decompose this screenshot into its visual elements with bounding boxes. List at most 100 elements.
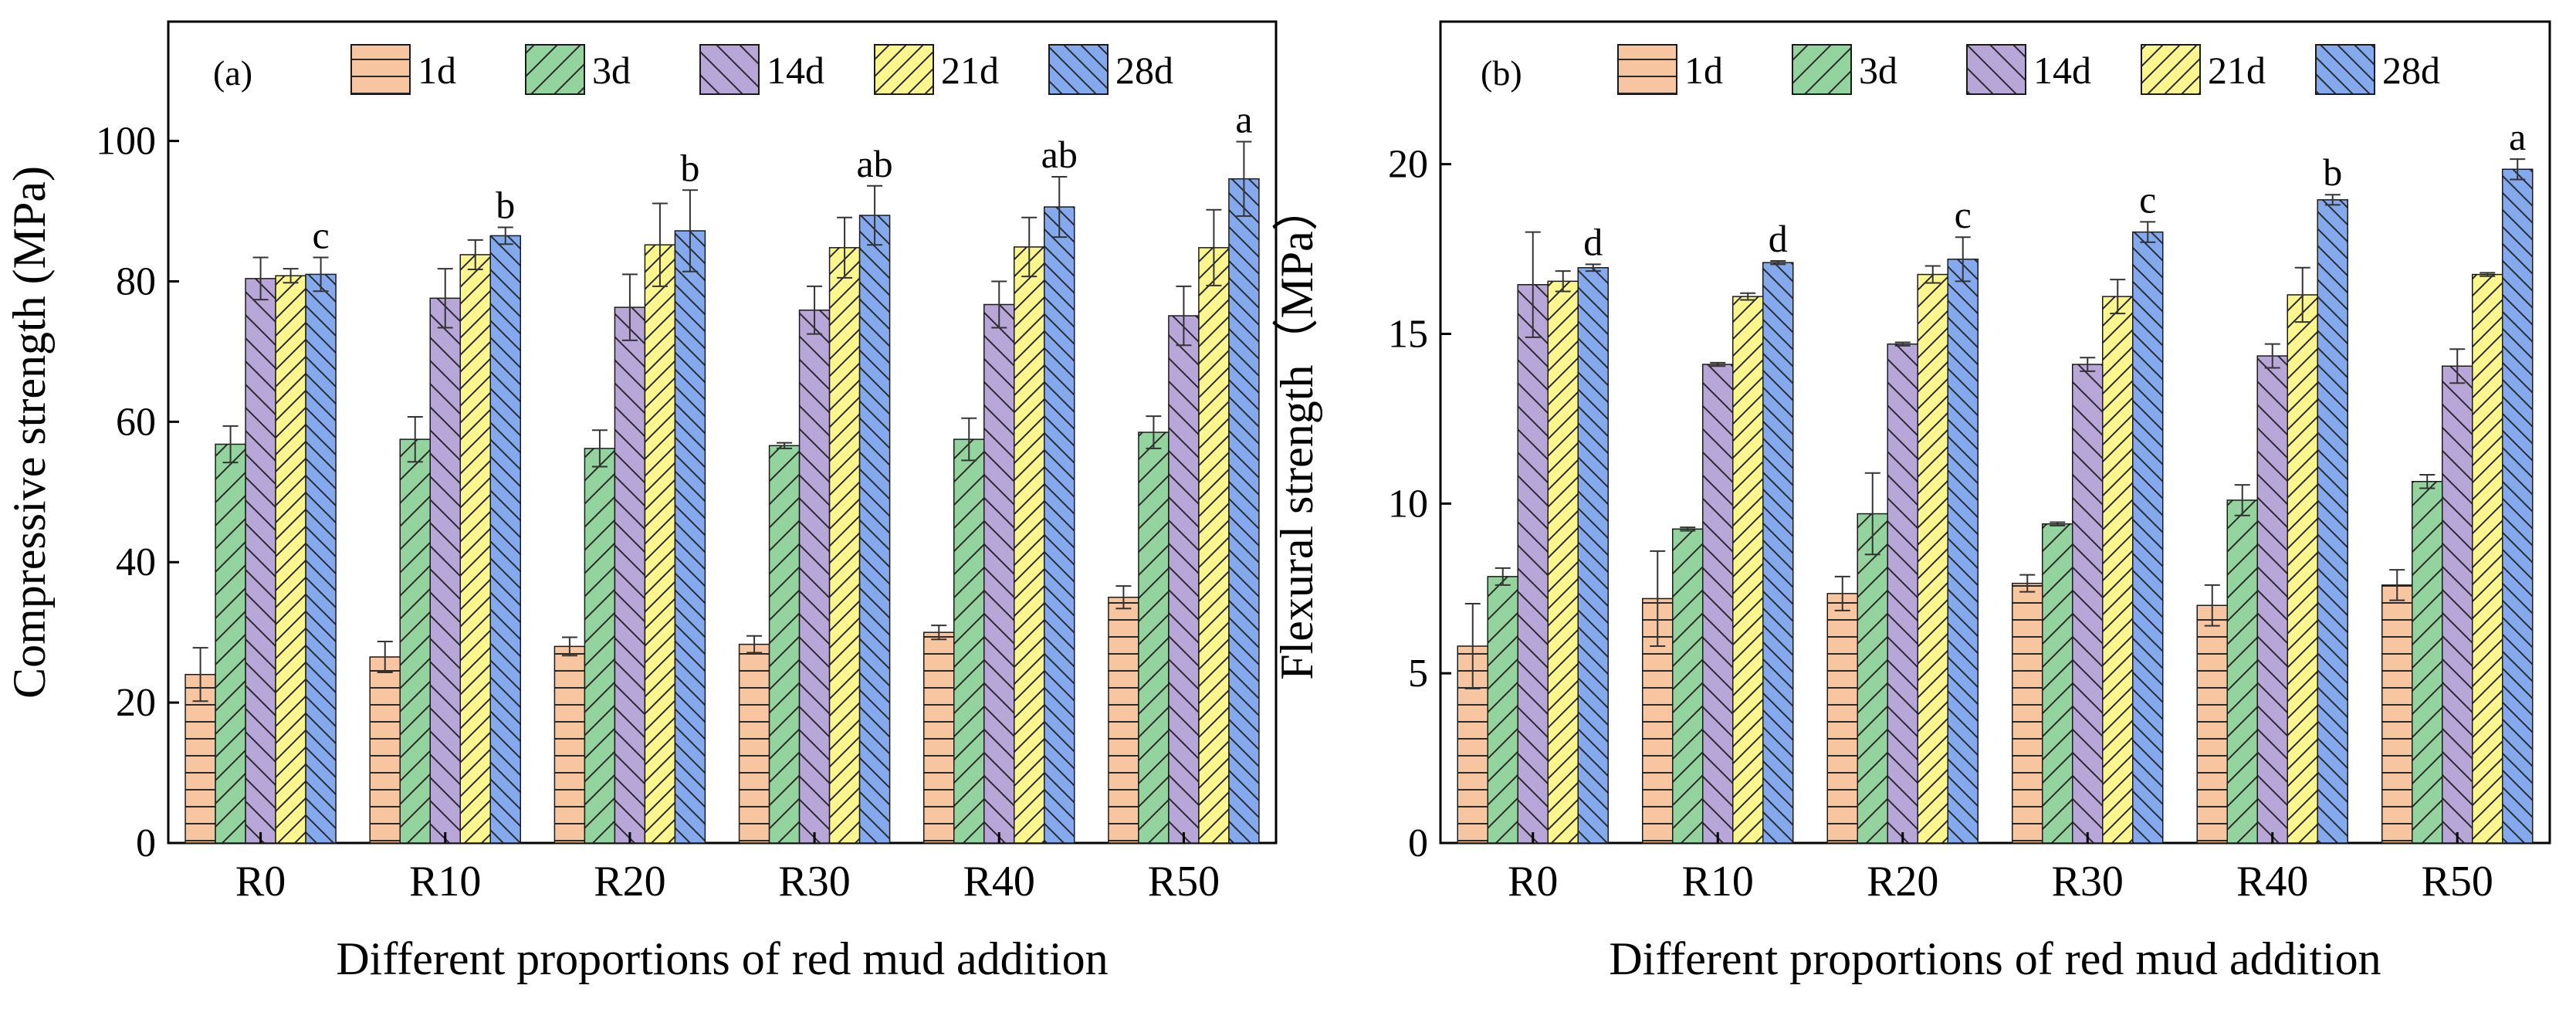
legend-label-3d: 3d: [1859, 49, 1897, 92]
bar-R40-21d: [1014, 246, 1045, 844]
legend-swatch-21d: [2141, 44, 2201, 95]
significance-label: d: [1769, 217, 1788, 260]
bar-R50-21d: [2472, 273, 2503, 844]
legend-swatch-28d: [2315, 44, 2375, 95]
bar-R10-21d: [459, 254, 491, 844]
bar-R40-14d: [983, 303, 1015, 844]
legend-label-1d: 1d: [418, 49, 456, 92]
bar-R20-21d: [644, 244, 676, 844]
bar-R50-28d: [2502, 168, 2534, 844]
significance-label: c: [1955, 193, 1972, 236]
bar-R50-1d: [2381, 584, 2413, 844]
category-label: R30: [778, 858, 850, 906]
bar-R0-28d: [305, 273, 337, 844]
bar-R30-3d: [768, 445, 801, 844]
category-label: R40: [2236, 858, 2308, 906]
y-tick-label: 40: [116, 540, 156, 584]
legend-label-14d: 14d: [2033, 49, 2091, 92]
y-tick-label: 0: [1408, 821, 1428, 865]
category-label: R20: [1867, 858, 1938, 906]
legend-label-1d: 1d: [1684, 49, 1723, 92]
bar-R20-14d: [614, 306, 646, 844]
legend-label-14d: 14d: [767, 49, 824, 92]
bar-R10-14d: [429, 297, 461, 844]
bar-R20-1d: [1826, 593, 1858, 844]
significance-label: a: [2509, 115, 2526, 158]
bar-R0-21d: [275, 275, 306, 844]
category-label: R0: [1508, 858, 1558, 906]
bar-R30-3d: [2042, 523, 2073, 844]
bar-R20-1d: [553, 645, 586, 844]
bar-R40-1d: [923, 631, 955, 844]
x-axis-title: Different proportions of red mud additio…: [336, 933, 1108, 984]
bar-R30-1d: [738, 643, 770, 844]
plot-frame: [167, 20, 1278, 845]
y-tick-label: 20: [1388, 143, 1428, 187]
bar-R10-14d: [1702, 364, 1734, 844]
panel-label: (a): [213, 53, 252, 93]
significance-label: b: [2323, 151, 2342, 194]
bar-R40-3d: [953, 438, 985, 844]
legend-label-28d: 28d: [1115, 49, 1173, 92]
significance-label: b: [680, 146, 699, 189]
legend-swatch-14d: [1966, 44, 2026, 95]
legend-swatch-3d: [525, 44, 585, 95]
bar-R50-3d: [1138, 432, 1170, 844]
significance-label: a: [1235, 98, 1252, 141]
y-axis-title: Compressive strength (MPa): [4, 166, 55, 699]
bar-R20-14d: [1887, 343, 1918, 844]
bar-R0-28d: [1577, 267, 1609, 844]
bar-R40-28d: [2317, 199, 2348, 844]
category-label: R30: [2052, 858, 2124, 906]
y-tick-label: 15: [1388, 312, 1428, 356]
legend-swatch-1d: [350, 44, 411, 95]
significance-label: ab: [856, 142, 892, 185]
flexural-strength-chart: 0 5 10 15 20 d R0 d R10 c R20 c R30 b R40 a R50 1d 3d 14d 21…: [1271, 20, 2551, 984]
y-tick-label: 10: [1388, 482, 1428, 526]
bar-R40-3d: [2226, 499, 2258, 844]
category-label: R50: [1148, 858, 1220, 906]
bar-R0-14d: [245, 278, 276, 844]
bar-R30-28d: [2132, 231, 2164, 844]
bar-R20-28d: [1947, 259, 1979, 844]
bar-R40-14d: [2256, 355, 2288, 844]
bar-R50-3d: [2412, 481, 2443, 844]
bar-R30-21d: [828, 247, 861, 844]
bar-R50-28d: [1228, 178, 1260, 844]
legend-swatch-1d: [1617, 44, 1677, 95]
bar-R30-1d: [2012, 582, 2043, 844]
legend-swatch-3d: [1792, 44, 1852, 95]
bar-R20-28d: [674, 230, 706, 844]
significance-label: c: [2139, 178, 2156, 221]
legend-label-3d: 3d: [592, 49, 631, 92]
bar-R50-14d: [1168, 315, 1200, 844]
significance-label: d: [1583, 220, 1603, 263]
legend-label-28d: 28d: [2382, 49, 2440, 92]
bar-R10-3d: [399, 438, 431, 844]
bar-R0-3d: [1487, 576, 1518, 844]
y-tick-label: 0: [136, 821, 156, 865]
category-label: R0: [235, 858, 286, 906]
bar-R20-3d: [584, 448, 616, 844]
y-axis-title: Flexural strength（MPa）: [1271, 185, 1322, 680]
bar-R50-21d: [1198, 247, 1230, 844]
bar-R40-21d: [2287, 294, 2318, 844]
significance-label: c: [312, 214, 329, 257]
significance-label: ab: [1041, 133, 1078, 176]
y-tick-label: 100: [96, 120, 156, 164]
bar-R10-21d: [1732, 296, 1764, 844]
category-label: R40: [963, 858, 1035, 906]
bar-R10-28d: [1762, 262, 1794, 844]
category-label: R20: [594, 858, 665, 906]
bar-R20-3d: [1857, 513, 1888, 844]
bar-R10-28d: [489, 235, 521, 844]
bar-R10-3d: [1672, 528, 1704, 844]
bar-R30-14d: [798, 310, 831, 844]
bar-R0-3d: [215, 443, 246, 844]
panel-label: (b): [1481, 53, 1522, 93]
y-tick-label: 20: [116, 681, 156, 725]
category-label: R10: [409, 858, 481, 906]
bar-R0-21d: [1547, 280, 1579, 844]
category-label: R10: [1682, 858, 1754, 906]
